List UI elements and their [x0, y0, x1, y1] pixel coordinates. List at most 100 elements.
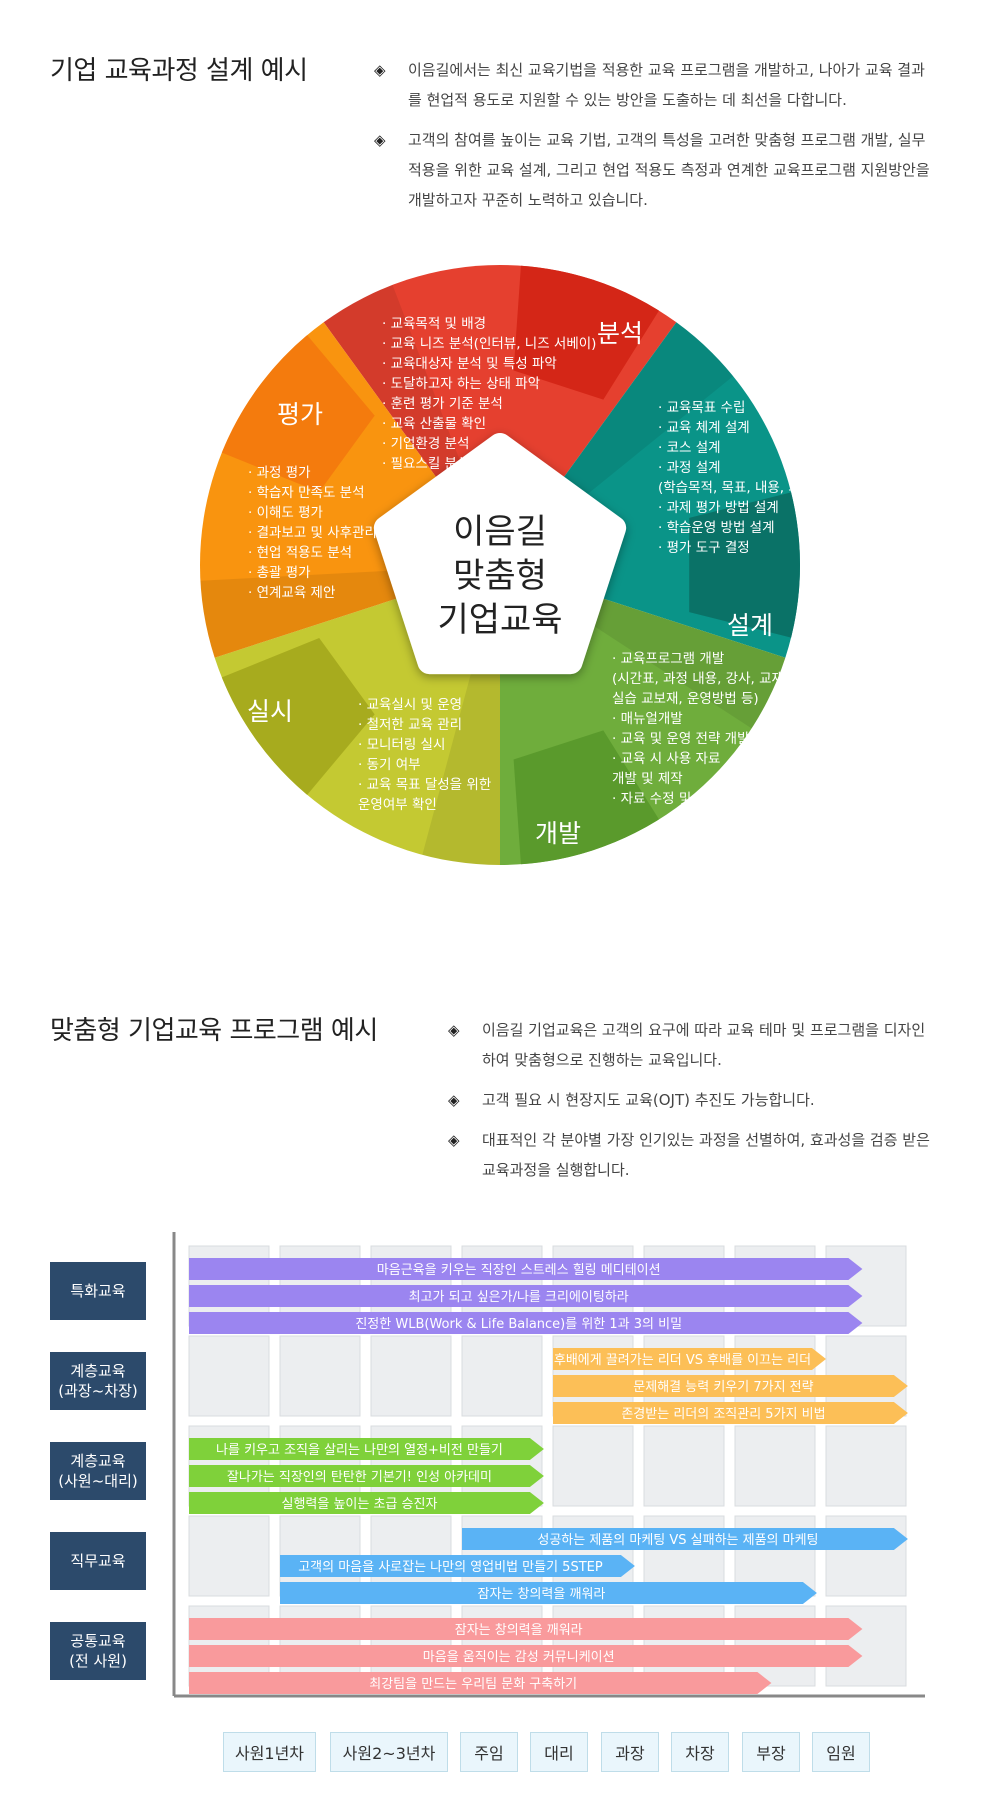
row-label: 특화교육	[70, 1282, 125, 1300]
row-label: (사원~대리)	[58, 1472, 137, 1490]
wheel-item: · 이해도 평가	[248, 505, 323, 521]
wheel-item: · 과제 평가 방법 설계	[658, 500, 779, 516]
grid-cell	[188, 1515, 270, 1597]
program-bar	[553, 1402, 908, 1424]
diamond-bullet-icon: ◈	[374, 131, 386, 149]
program-bar-label: 최강팀을 만드는 우리팀 문화 구축하기	[369, 1677, 577, 1692]
program-bar	[553, 1348, 826, 1370]
wheel-item: · 기업환경 분석	[382, 436, 469, 452]
row-label-box	[50, 1442, 146, 1500]
wheel-item: · 훈련 평가 기준 분석	[382, 396, 503, 412]
wheel-stage-label: 평가	[277, 400, 323, 429]
grade-label: 사원1년차	[223, 1732, 316, 1772]
wheel-item: (학습목적, 목표, 내용, 과제)	[658, 480, 818, 496]
description-line: 대표적인 각 분야별 가장 인기있는 과정을 선별하여, 효과성을 검증 받은	[482, 1131, 930, 1149]
program-bar-label: 최고가 되고 싶은가/나를 크리에이팅하라	[409, 1290, 629, 1305]
row-label-box	[50, 1532, 146, 1590]
grade-label: 대리	[530, 1732, 588, 1772]
wheel-tab-분석	[513, 265, 659, 400]
description-item: ◈ 고객의 참여를 높이는 교육 기법, 고객의 특성을 고려한 맞춤형 프로그램…	[372, 125, 962, 215]
wheel-item: · 교육목표 수립	[658, 400, 745, 416]
program-bar	[189, 1672, 772, 1694]
program-bar	[189, 1618, 863, 1640]
wheel-center-line: 이음길	[453, 512, 547, 552]
wheel-item: · 현업 적용도 분석	[248, 545, 352, 561]
wheel-item: 실습 교보재, 운영방법 등)	[612, 691, 759, 707]
wheel-tab-평가	[221, 335, 375, 492]
wheel-stage-label: 분석	[597, 319, 643, 348]
program-bar-label: 마음을 움직이는 감성 커뮤니케이션	[423, 1650, 615, 1665]
row-label: 계층교육	[70, 1362, 125, 1380]
program-bar	[189, 1258, 863, 1280]
row-label: 직무교육	[70, 1552, 125, 1570]
row-label: (전 사원)	[69, 1652, 127, 1670]
program-bar-label: 진정한 WLB(Work & Life Balance)를 위한 1과 3의 비…	[355, 1317, 682, 1332]
wheel-item: · 교육대상자 분석 및 특성 파악	[382, 356, 557, 372]
wheel-item: · 교육 및 운영 전략 개발	[612, 731, 750, 747]
wheel-stage-label: 설계	[727, 611, 773, 640]
wheel-item: · 교육 니즈 분석(인터뷰, 니즈 서베이)	[382, 336, 596, 352]
wheel-item: · 연계교육 제안	[248, 585, 335, 601]
row-label-box	[50, 1262, 146, 1320]
wheel-item: · 교육 산출물 확인	[382, 416, 486, 432]
wheel-item: · 필요스킬 분석	[382, 456, 469, 472]
row-label: (과장~차장)	[58, 1382, 137, 1400]
grade-label: 과장	[601, 1732, 659, 1772]
grade-label: 임원	[812, 1732, 870, 1772]
description-line: 적용을 위한 교육 설계, 그리고 현업 적용도 측정과 연계한 교육프로그램 …	[408, 161, 930, 179]
program-bar-label: 문제해결 능력 키우기 7가지 전략	[633, 1380, 813, 1395]
wheel-stage-label: 개발	[535, 819, 581, 848]
wheel-item: · 평가 도구 결정	[658, 540, 750, 556]
program-bar-label: 고객의 마음을 사로잡는 나만의 영업비법 만들기 5STEP	[298, 1560, 603, 1575]
wheel-center	[373, 433, 627, 675]
wheel-item: · 동기 여부	[358, 757, 421, 773]
program-bar-label: 후배에게 끌려가는 리더 VS 후배를 이끄는 리더	[554, 1353, 811, 1368]
description-line: 고객의 참여를 높이는 교육 기법, 고객의 특성을 고려한 맞춤형 프로그램 …	[408, 131, 926, 149]
grid-cell	[552, 1425, 634, 1507]
section1-title: 기업 교육과정 설계 예시	[50, 56, 308, 86]
wheel-item: · 자료 수정 및 보완	[612, 791, 720, 807]
section2-description: ◈ 이음길 기업교육은 고객의 요구에 따라 교육 테마 및 프로그램을 디자인 하…	[446, 1015, 966, 1195]
grid-cell	[643, 1425, 725, 1507]
wheel-item: · 학습자 만족도 분석	[248, 485, 365, 501]
description-line: 이음길에서는 최신 교육기법을 적용한 교육 프로그램을 개발하고, 나아가 교…	[408, 61, 925, 79]
program-bar-label: 실행력을 높이는 초급 승진자	[281, 1496, 437, 1512]
description-line: 개발하고자 꾸준히 노력하고 있습니다.	[408, 191, 648, 209]
program-bar	[189, 1492, 544, 1514]
wheel-item: · 학습운영 방법 설계	[658, 520, 775, 536]
wheel-item: · 교육목적 및 배경	[382, 316, 486, 332]
section2-title: 맞춤형 기업교육 프로그램 예시	[50, 1016, 378, 1046]
wheel-item: · 교육 체계 설계	[658, 420, 750, 436]
program-bar-label: 존경받는 리더의 조직관리 5가지 비법	[621, 1407, 825, 1422]
program-bar	[189, 1438, 544, 1460]
program-bar	[280, 1582, 817, 1604]
wheel-item: · 교육 목표 달성을 위한	[358, 777, 491, 793]
grid-cell	[188, 1335, 270, 1417]
wheel-center-line: 맞춤형	[453, 556, 547, 596]
description-line: 고객 필요 시 현장지도 교육(OJT) 추진도 가능합니다.	[482, 1091, 815, 1109]
wheel-tab-실시	[221, 638, 375, 795]
wheel-item: · 코스 설계	[658, 440, 721, 456]
wheel-item: · 과정 평가	[248, 465, 311, 481]
row-label: 공통교육	[70, 1632, 125, 1650]
wheel-item: · 교육 시 사용 자료	[612, 751, 720, 767]
grade-label: 부장	[742, 1732, 800, 1772]
description-line: 를 현업적 용도로 지원할 수 있는 방안을 도출하는 데 최선을 다합니다.	[408, 91, 847, 109]
program-bar	[189, 1465, 544, 1487]
wheel-tab-설계	[689, 492, 801, 638]
wheel-item: (시간표, 과정 내용, 강사, 교재,	[612, 671, 788, 687]
wheel-center-line: 기업교육	[437, 600, 562, 640]
diamond-bullet-icon: ◈	[374, 61, 386, 79]
program-bar-label: 마음근육을 키우는 직장인 스트레스 힐링 메디테이션	[377, 1263, 661, 1278]
grade-label: 주임	[460, 1732, 518, 1772]
description-item: ◈ 이음길 기업교육은 고객의 요구에 따라 교육 테마 및 프로그램을 디자인 하…	[446, 1015, 966, 1075]
wheel-item: · 총괄 평가	[248, 565, 311, 581]
program-bar	[189, 1645, 863, 1667]
description-item: ◈ 고객 필요 시 현장지도 교육(OJT) 추진도 가능합니다.	[446, 1085, 966, 1115]
description-line: 이음길 기업교육은 고객의 요구에 따라 교육 테마 및 프로그램을 디자인	[482, 1021, 926, 1039]
wheel-item: 개발 및 제작	[612, 771, 683, 787]
description-line: 교육과정을 실행합니다.	[482, 1161, 630, 1179]
wheel-item: · 결과보고 및 사후관리	[248, 525, 377, 541]
program-bar	[462, 1528, 908, 1550]
